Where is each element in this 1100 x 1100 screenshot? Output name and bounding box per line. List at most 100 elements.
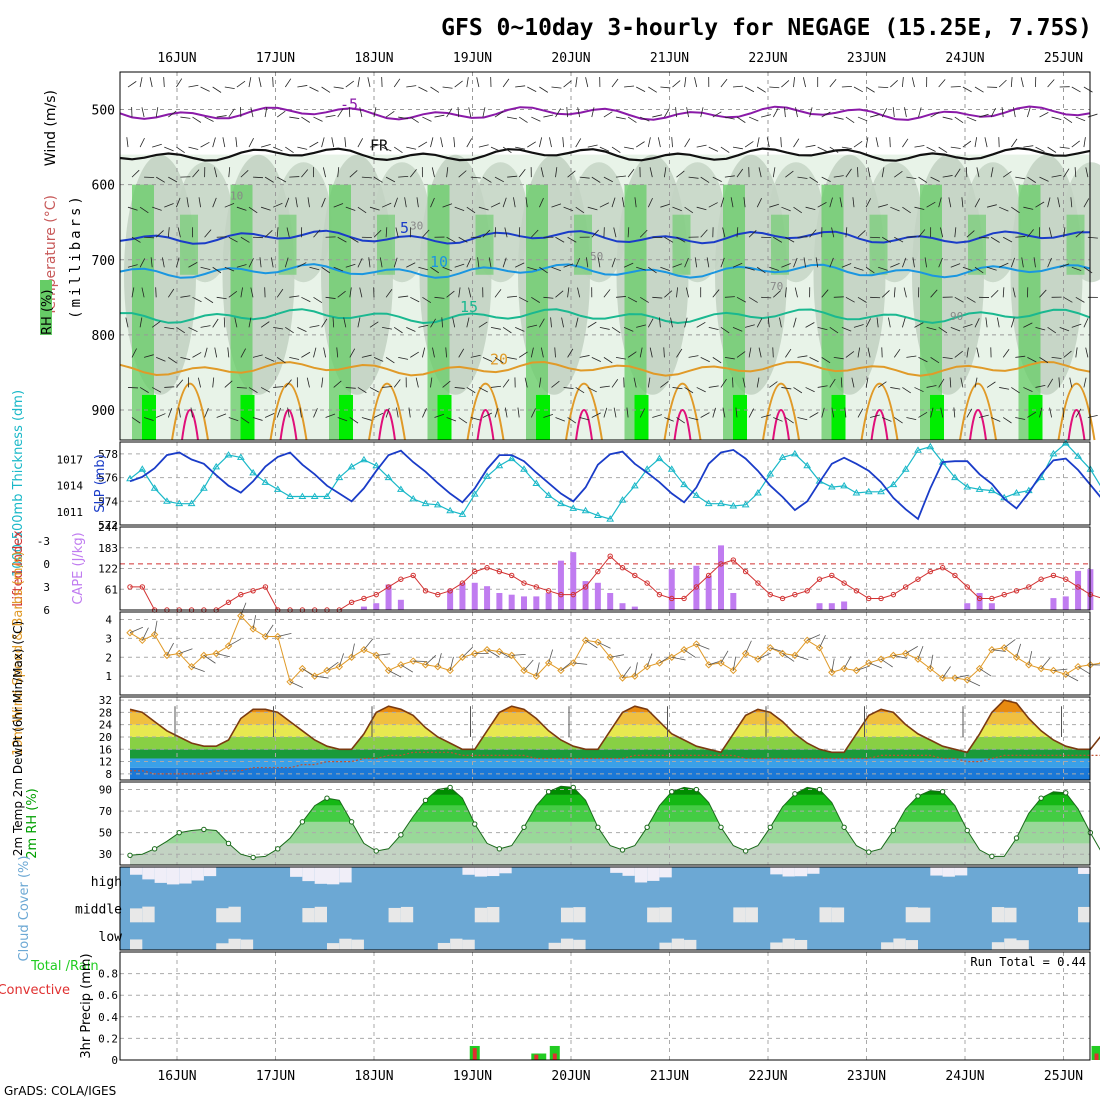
- wind-barb: [599, 146, 610, 152]
- wind-barb: [1039, 289, 1047, 298]
- temp-band: [130, 712, 1090, 725]
- wind-barb: [369, 206, 380, 211]
- thickness-point: [483, 472, 491, 479]
- wind-barb: [839, 197, 843, 208]
- wind-barb: [321, 137, 325, 148]
- li-point: [1013, 588, 1020, 594]
- wind-barb: [550, 317, 552, 328]
- wind-barb: [260, 321, 270, 328]
- wind-barb: [369, 321, 379, 328]
- wind-barb: [349, 236, 359, 243]
- wind-barb: [636, 266, 646, 271]
- cloud-row-label: middle: [75, 903, 122, 918]
- isotherm-25-column: [673, 408, 692, 441]
- wind-barb: [736, 168, 744, 178]
- wind-barb: [180, 295, 191, 298]
- wind-barb: [200, 325, 211, 328]
- wind-barb: [332, 317, 335, 328]
- wind-barb: [152, 143, 162, 148]
- thickness-point: [335, 473, 344, 481]
- wind-barb: [188, 262, 198, 268]
- wind-barb: [675, 107, 677, 118]
- rh-point: [742, 848, 749, 854]
- wind-barb: [204, 116, 214, 122]
- wind-barb: [646, 653, 653, 667]
- wind-barb: [853, 266, 864, 271]
- wind-barb: [974, 377, 978, 388]
- wind-barb: [758, 167, 762, 178]
- wind-point: [458, 653, 467, 661]
- wind-barb: [633, 377, 637, 388]
- wind-barb: [276, 407, 281, 418]
- cape-bar: [1062, 596, 1069, 610]
- wind-barb: [793, 77, 795, 88]
- wind-barb: [1035, 384, 1046, 388]
- li-point: [238, 591, 244, 598]
- wind-barb: [918, 107, 922, 118]
- wind-barb: [382, 386, 393, 388]
- wind-barb: [458, 287, 461, 298]
- cape-bar: [828, 603, 835, 610]
- wind-barb: [273, 202, 283, 208]
- cape-bar: [582, 581, 589, 610]
- wind-barb: [831, 227, 835, 238]
- precip-ylabel: 3hr Precip (mm): [79, 953, 94, 1058]
- wind-point: [717, 659, 725, 667]
- wind-barb: [333, 266, 344, 272]
- wind-barb: [686, 107, 689, 118]
- wind-barb: [986, 266, 997, 271]
- wind-barb: [409, 169, 417, 178]
- cape-bar: [385, 584, 392, 610]
- wind-barb: [809, 229, 817, 238]
- wind-barb: [190, 407, 193, 418]
- wind-barb: [940, 407, 944, 418]
- wind-barb: [446, 167, 449, 178]
- rh-frame: [119, 781, 1091, 866]
- thickness-point: [212, 462, 221, 470]
- thickness-point: [790, 449, 799, 457]
- wind-barb: [1002, 417, 1012, 424]
- wind-point: [323, 666, 331, 675]
- cloud-high-block: [474, 867, 488, 877]
- cape-tick-label: 122: [98, 563, 118, 576]
- wind-barb: [926, 326, 937, 331]
- rh-column-green: [968, 214, 986, 275]
- wind-barb: [918, 411, 928, 418]
- wind-barb: [978, 236, 990, 239]
- wind-barb: [502, 379, 510, 388]
- wind-point: [360, 646, 368, 654]
- wind-barb: [518, 351, 528, 358]
- cloud-high-block: [462, 867, 475, 875]
- cape-bar: [705, 575, 712, 610]
- wind-barb: [878, 266, 888, 271]
- li-tick-label: -3: [37, 535, 50, 548]
- wind-barb: [660, 381, 669, 388]
- wind-barb: [373, 229, 382, 238]
- wind-barb: [649, 347, 653, 358]
- wind-barb: [664, 236, 674, 243]
- cloud-high-block: [499, 867, 512, 874]
- li-point: [1050, 572, 1057, 579]
- thickness-point: [372, 461, 381, 469]
- wind-barb: [163, 77, 165, 88]
- isotherm-line: [119, 360, 1091, 377]
- wind-barb: [1071, 86, 1081, 93]
- wind-barb: [161, 257, 165, 268]
- wind-barb: [240, 348, 246, 358]
- wind-barb: [684, 387, 694, 394]
- wind-point: [618, 674, 627, 682]
- wind-barb: [482, 176, 492, 183]
- wind-point: [397, 661, 405, 669]
- wind-barb: [742, 377, 746, 388]
- wind-barb: [865, 266, 875, 274]
- wind-barb: [240, 602, 247, 616]
- wind-barb: [613, 227, 617, 238]
- wind-barb: [684, 77, 687, 88]
- li-point: [570, 591, 576, 598]
- wind-barb: [829, 257, 834, 268]
- wind-barb: [585, 639, 598, 649]
- wind-barb: [657, 137, 661, 148]
- thickness-point: [766, 470, 775, 477]
- wind-barb: [817, 326, 828, 331]
- wind-barb: [857, 347, 861, 358]
